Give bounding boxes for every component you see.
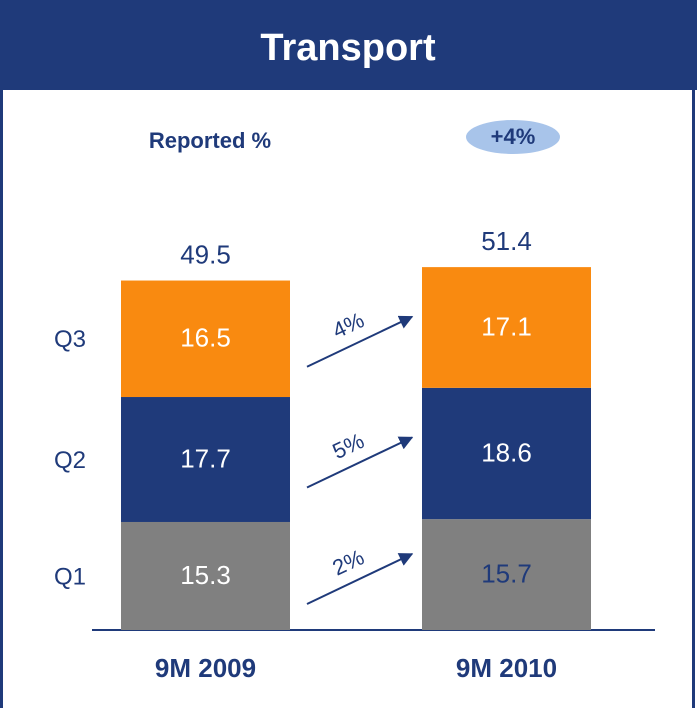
segment-label: 16.5 <box>180 323 231 353</box>
segment-label: 17.7 <box>180 443 231 473</box>
total-label: 51.4 <box>481 226 532 256</box>
segment-label: 15.7 <box>481 558 532 588</box>
chart-title: Transport <box>260 27 436 69</box>
segment-label: 15.3 <box>180 560 231 590</box>
bar-segment <box>121 521 290 630</box>
header <box>0 0 697 90</box>
bar-segment <box>422 519 591 630</box>
growth-arrow <box>306 436 414 489</box>
bar-segment <box>422 387 591 520</box>
series-label: Q1 <box>54 563 86 590</box>
growth-label: 4% <box>329 307 368 343</box>
segment-label: 18.6 <box>481 437 532 467</box>
change-label: +4% <box>491 124 536 149</box>
series-label: Q2 <box>54 447 86 474</box>
total-label: 49.5 <box>180 239 231 269</box>
bar-segment <box>121 397 290 522</box>
growth-label: 5% <box>329 428 368 464</box>
bar-segment <box>121 280 290 398</box>
growth-label: 2% <box>329 544 368 580</box>
segment-label: 17.1 <box>481 311 532 341</box>
subtitle: Reported % <box>149 128 271 153</box>
growth-arrow <box>306 553 414 605</box>
change-badge <box>466 120 560 154</box>
category-label: 9M 2010 <box>456 653 557 683</box>
category-label: 9M 2009 <box>155 653 256 683</box>
series-label: Q3 <box>54 326 86 353</box>
growth-arrow <box>306 315 414 368</box>
bar-segment <box>422 267 591 388</box>
